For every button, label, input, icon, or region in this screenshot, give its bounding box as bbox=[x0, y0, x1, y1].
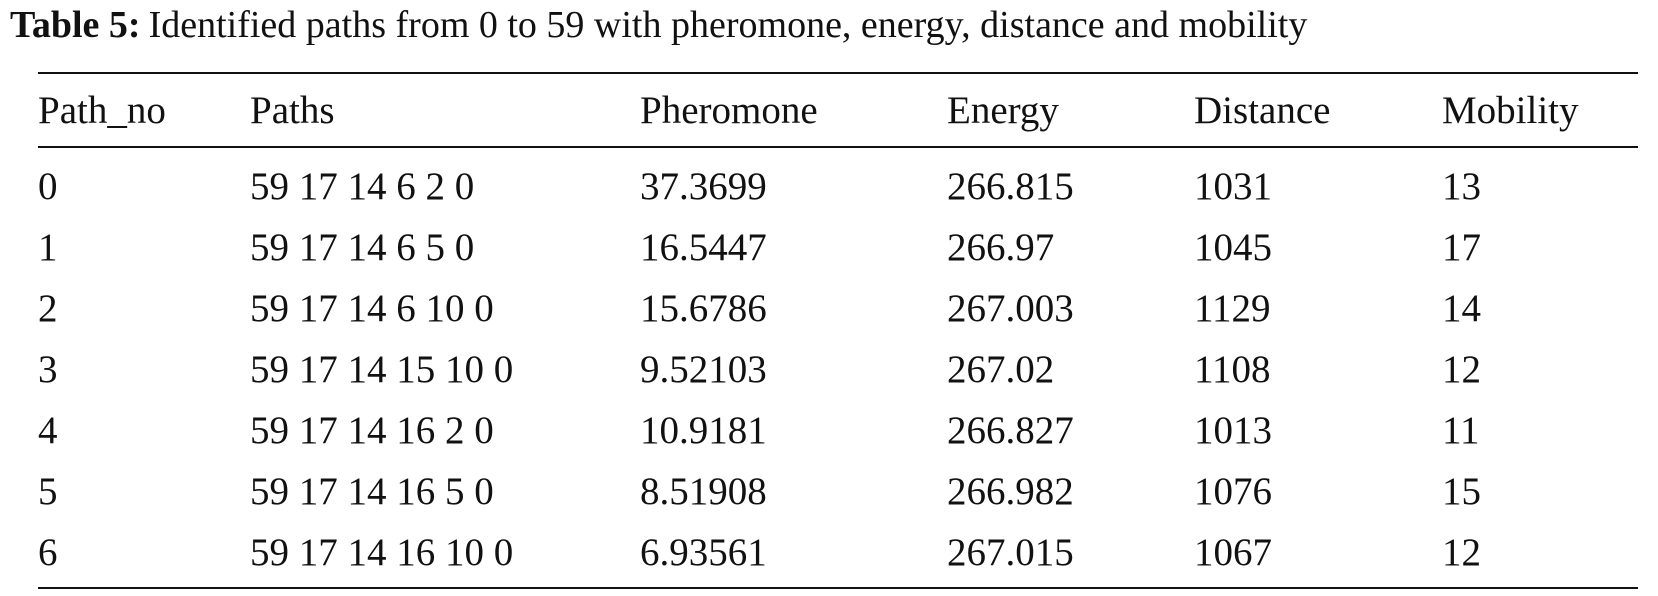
cell-paths: 59 17 14 16 10 0 bbox=[250, 531, 514, 574]
table-row: 0 59 17 14 6 2 0 37.3699 266.815 1031 13 bbox=[38, 147, 1638, 217]
header-row: Path_no Paths Pheromone Energy Distance … bbox=[38, 73, 1638, 147]
paths-table-container: Path_no Paths Pheromone Energy Distance … bbox=[38, 72, 1638, 589]
cell-mobility: 17 bbox=[1442, 226, 1481, 269]
cell-pheromone: 9.52103 bbox=[640, 348, 767, 391]
table-header: Path_no Paths Pheromone Energy Distance … bbox=[38, 73, 1638, 147]
cell-energy: 266.97 bbox=[947, 226, 1055, 269]
table-caption-label: Table 5: bbox=[10, 4, 141, 46]
cell-mobility: 15 bbox=[1442, 470, 1481, 513]
table-caption: Table 5: Identified paths from 0 to 59 wi… bbox=[10, 2, 1650, 48]
table-row: 6 59 17 14 16 10 0 6.93561 267.015 1067 … bbox=[38, 522, 1638, 588]
cell-energy: 267.015 bbox=[947, 531, 1074, 574]
cell-paths: 59 17 14 16 5 0 bbox=[250, 470, 494, 513]
header-distance: Distance bbox=[1194, 88, 1331, 132]
table-row: 5 59 17 14 16 5 0 8.51908 266.982 1076 1… bbox=[38, 461, 1638, 522]
cell-mobility: 12 bbox=[1442, 531, 1481, 574]
cell-pheromone: 15.6786 bbox=[640, 287, 767, 330]
table-row: 3 59 17 14 15 10 0 9.52103 267.02 1108 1… bbox=[38, 339, 1638, 400]
cell-distance: 1013 bbox=[1194, 409, 1272, 452]
cell-mobility: 11 bbox=[1442, 409, 1480, 452]
cell-mobility: 14 bbox=[1442, 287, 1481, 330]
cell-pheromone: 37.3699 bbox=[640, 165, 767, 208]
cell-paths: 59 17 14 6 5 0 bbox=[250, 226, 475, 269]
cell-paths: 59 17 14 15 10 0 bbox=[250, 348, 514, 391]
header-energy: Energy bbox=[947, 88, 1059, 132]
cell-distance: 1031 bbox=[1194, 165, 1272, 208]
header-pheromone: Pheromone bbox=[640, 88, 818, 132]
cell-path-no: 0 bbox=[38, 165, 58, 208]
cell-path-no: 1 bbox=[38, 226, 58, 269]
cell-path-no: 5 bbox=[38, 470, 58, 513]
cell-distance: 1129 bbox=[1194, 287, 1271, 330]
cell-pheromone: 10.9181 bbox=[640, 409, 767, 452]
table-row: 2 59 17 14 6 10 0 15.6786 267.003 1129 1… bbox=[38, 278, 1638, 339]
cell-paths: 59 17 14 6 2 0 bbox=[250, 165, 475, 208]
cell-distance: 1045 bbox=[1194, 226, 1272, 269]
paths-table: Path_no Paths Pheromone Energy Distance … bbox=[38, 72, 1638, 589]
table-body: 0 59 17 14 6 2 0 37.3699 266.815 1031 13… bbox=[38, 147, 1638, 588]
cell-mobility: 13 bbox=[1442, 165, 1481, 208]
table-row: 1 59 17 14 6 5 0 16.5447 266.97 1045 17 bbox=[38, 217, 1638, 278]
table-caption-text: Identified paths from 0 to 59 with phero… bbox=[148, 4, 1308, 46]
cell-distance: 1067 bbox=[1194, 531, 1272, 574]
cell-path-no: 4 bbox=[38, 409, 58, 452]
cell-distance: 1076 bbox=[1194, 470, 1272, 513]
cell-energy: 267.003 bbox=[947, 287, 1074, 330]
cell-path-no: 3 bbox=[38, 348, 58, 391]
header-paths: Paths bbox=[250, 88, 335, 132]
cell-paths: 59 17 14 16 2 0 bbox=[250, 409, 494, 452]
header-path-no: Path_no bbox=[38, 88, 166, 132]
cell-pheromone: 8.51908 bbox=[640, 470, 767, 513]
cell-pheromone: 6.93561 bbox=[640, 531, 767, 574]
cell-path-no: 2 bbox=[38, 287, 58, 330]
cell-pheromone: 16.5447 bbox=[640, 226, 767, 269]
table-row: 4 59 17 14 16 2 0 10.9181 266.827 1013 1… bbox=[38, 400, 1638, 461]
header-mobility: Mobility bbox=[1442, 88, 1579, 132]
cell-energy: 267.02 bbox=[947, 348, 1055, 391]
cell-paths: 59 17 14 6 10 0 bbox=[250, 287, 494, 330]
cell-energy: 266.815 bbox=[947, 165, 1074, 208]
cell-energy: 266.982 bbox=[947, 470, 1074, 513]
cell-distance: 1108 bbox=[1194, 348, 1271, 391]
cell-mobility: 12 bbox=[1442, 348, 1481, 391]
cell-path-no: 6 bbox=[38, 531, 58, 574]
cell-energy: 266.827 bbox=[947, 409, 1074, 452]
